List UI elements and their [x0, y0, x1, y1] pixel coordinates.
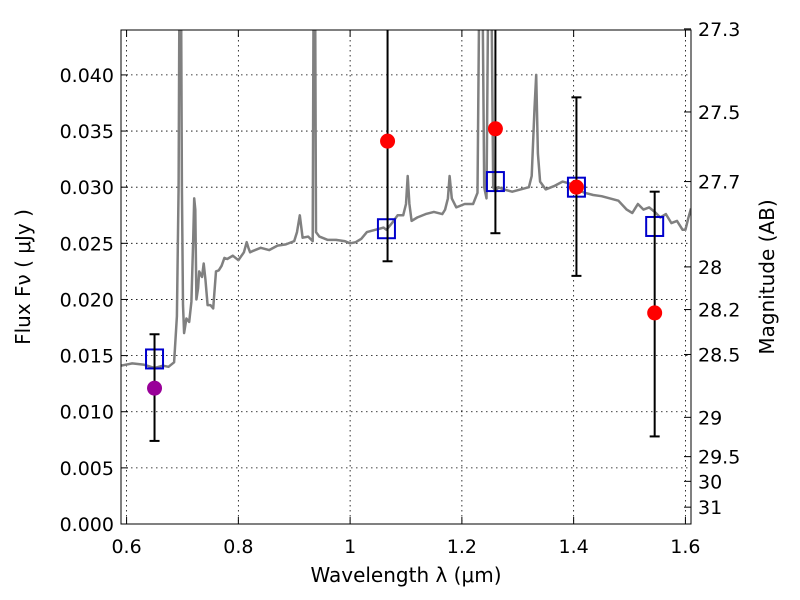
right-tick-label: 27.7 [698, 172, 740, 194]
y-axis-label: Flux Fν ( μJy ) [11, 209, 35, 345]
y-tick-label: 0.020 [60, 289, 114, 311]
y-tick-label: 0.015 [60, 346, 114, 368]
observed-flux-point [647, 305, 663, 321]
x-tick-label: 1.6 [670, 536, 700, 558]
x-tick-label: 1 [344, 536, 356, 558]
x-tick-label: 0.6 [111, 536, 141, 558]
plot-data [121, 30, 691, 370]
y-tick-label: 0.010 [60, 402, 114, 424]
right-tick-label: 28.5 [698, 344, 740, 366]
y-tick-label: 0.000 [60, 514, 114, 536]
x-tick-label: 1.2 [447, 536, 477, 558]
right-tick-label: 31 [698, 497, 722, 519]
y-tick-label: 0.025 [60, 233, 114, 255]
x-tick-label: 0.8 [223, 536, 253, 558]
y-tick-label: 0.040 [60, 65, 114, 87]
right-tick-label: 29 [698, 407, 722, 429]
synthetic-photometry-marker [376, 218, 396, 240]
x-tick-label: 1.4 [559, 536, 589, 558]
y-tick-label: 0.005 [60, 458, 114, 480]
right-tick-label: 30 [698, 471, 722, 493]
observed-flux-point [147, 380, 163, 396]
observed-flux-point [380, 133, 396, 149]
right-tick-label: 28.2 [698, 300, 740, 322]
model-spectrum-line [121, 30, 691, 370]
observed-flux-point [487, 121, 503, 137]
right-tick-label: 28 [698, 257, 722, 279]
plot-frame [120, 29, 692, 525]
grid [121, 30, 691, 525]
right-axis-label: Magnitude (AB) [755, 199, 779, 354]
y-tick-label: 0.030 [60, 177, 114, 199]
axis-ticks: 0.6 0.8 1 1.2 1.4 1.6 0.000 0.005 0.010 0.015 0.02… [60, 19, 741, 558]
right-tick-label: 27.5 [698, 102, 740, 124]
observed-flux-point [568, 179, 584, 195]
right-tick-label: 27.3 [698, 19, 740, 41]
right-tick-label: 29.5 [698, 447, 740, 469]
error-bars [147, 30, 663, 442]
y-tick-label: 0.035 [60, 121, 114, 143]
x-axis-label: Wavelength λ (μm) [310, 563, 501, 587]
